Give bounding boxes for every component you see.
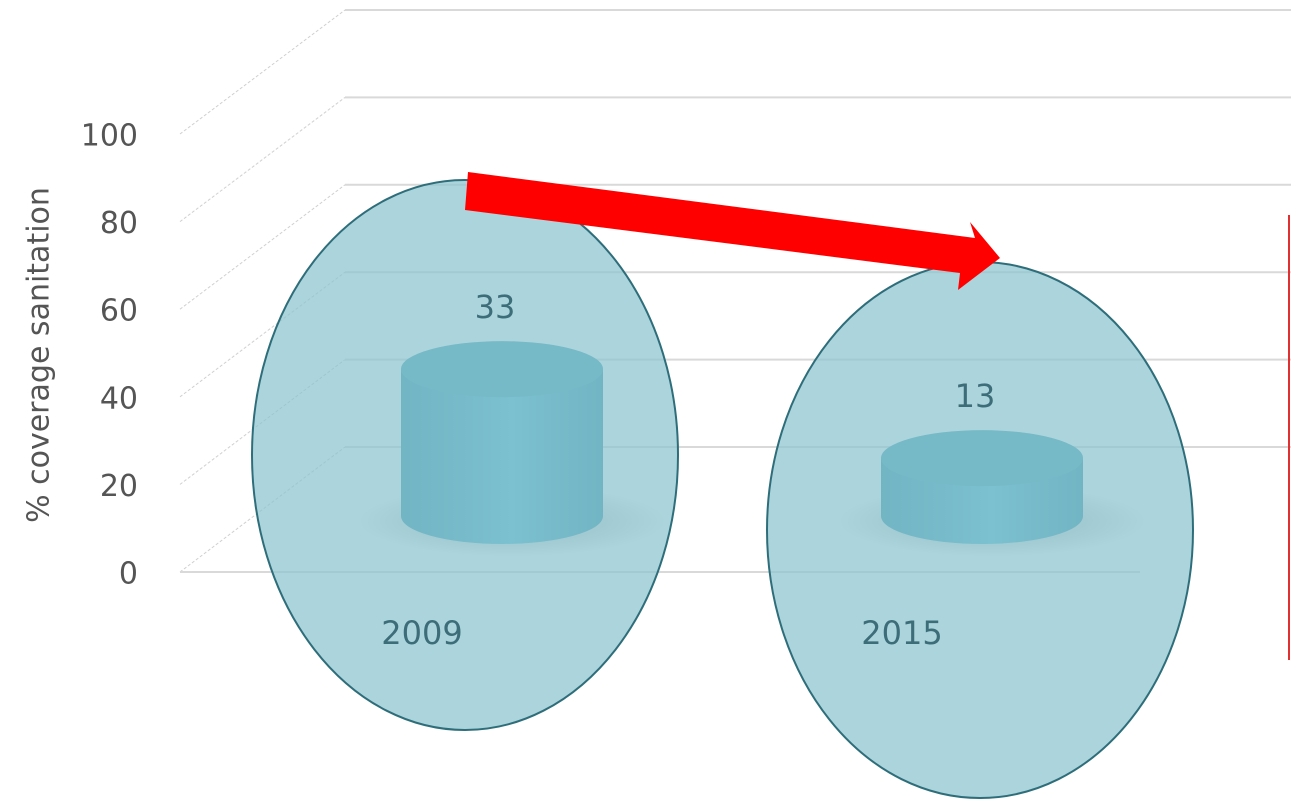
grid-diagonal — [179, 184, 346, 310]
y-tick-label: 40 — [100, 381, 138, 416]
highlight-ellipse — [766, 261, 1194, 799]
labels: 0 20 40 60 80 100 33 2009 13 2015 — [81, 119, 996, 653]
x-tick-label: 2015 — [861, 614, 942, 652]
trend-arrow — [465, 172, 1000, 290]
y-axis-label: % coverage sanitation — [22, 187, 57, 523]
value-label: 33 — [475, 288, 516, 326]
grid-diagonal — [179, 9, 346, 135]
highlight-ellipse — [251, 179, 679, 731]
y-tick-label: 60 — [100, 294, 138, 329]
y-tick-label: 80 — [100, 206, 138, 241]
y-tick-label: 0 — [119, 557, 138, 592]
value-label: 13 — [955, 377, 996, 415]
y-tick-label: 100 — [81, 119, 138, 154]
grid-diagonal — [179, 97, 346, 222]
x-tick-label: 2009 — [381, 614, 462, 652]
y-tick-label: 20 — [100, 469, 138, 504]
